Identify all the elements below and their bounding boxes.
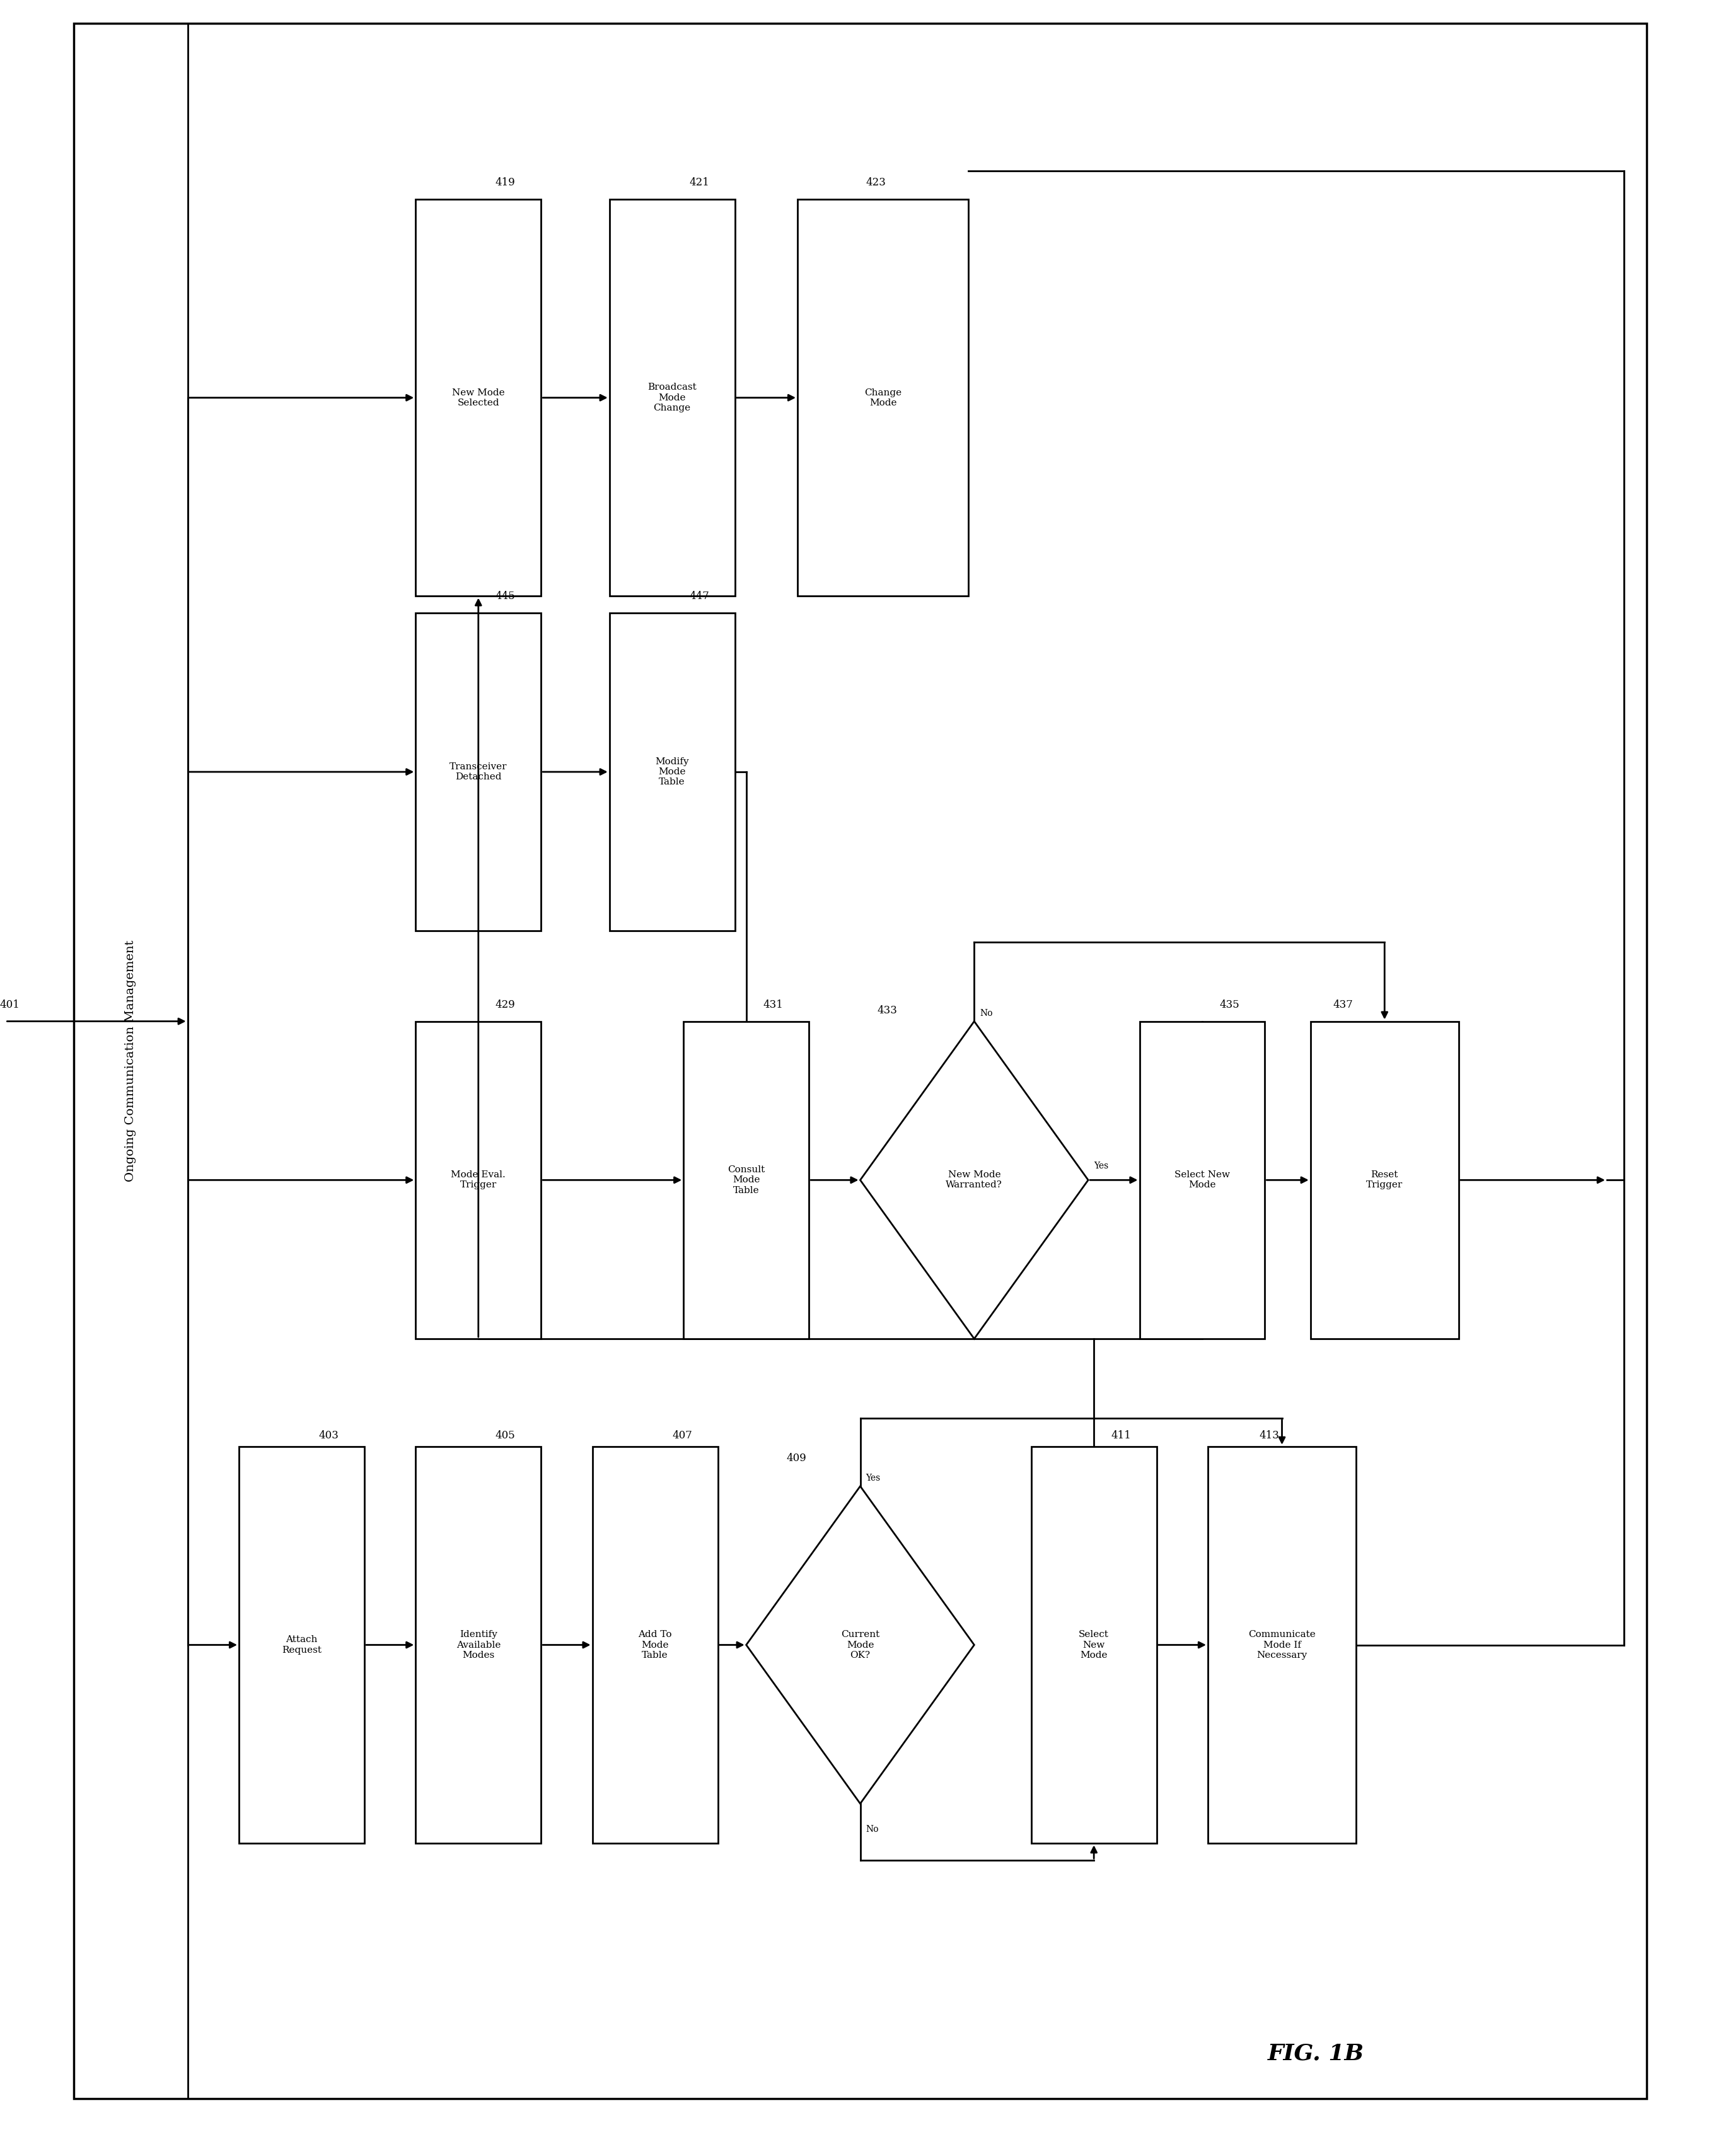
- Text: 409: 409: [786, 1453, 807, 1464]
- Text: Reset
Trigger: Reset Trigger: [1366, 1171, 1404, 1190]
- FancyBboxPatch shape: [74, 24, 1647, 2098]
- FancyBboxPatch shape: [415, 198, 541, 595]
- Text: 433: 433: [877, 1005, 897, 1015]
- Text: 437: 437: [1333, 998, 1354, 1009]
- Text: 431: 431: [764, 998, 784, 1009]
- FancyBboxPatch shape: [609, 612, 734, 931]
- FancyBboxPatch shape: [1311, 1022, 1459, 1339]
- FancyBboxPatch shape: [609, 198, 734, 595]
- Text: Add To
Mode
Table: Add To Mode Table: [638, 1630, 673, 1660]
- Text: 403: 403: [319, 1429, 338, 1440]
- Text: New Mode
Warranted?: New Mode Warranted?: [946, 1171, 1002, 1190]
- Text: 411: 411: [1110, 1429, 1131, 1440]
- Text: 429: 429: [496, 998, 515, 1009]
- Text: 421: 421: [690, 177, 709, 188]
- FancyBboxPatch shape: [798, 198, 968, 595]
- Text: Yes: Yes: [867, 1473, 880, 1483]
- Text: Identify
Available
Modes: Identify Available Modes: [456, 1630, 501, 1660]
- Text: 445: 445: [496, 591, 515, 602]
- Text: Yes: Yes: [1093, 1162, 1109, 1171]
- Text: Transceiver
Detached: Transceiver Detached: [450, 763, 508, 780]
- Text: 407: 407: [673, 1429, 692, 1440]
- Polygon shape: [860, 1022, 1088, 1339]
- Text: 413: 413: [1260, 1429, 1278, 1440]
- Text: 423: 423: [867, 177, 885, 188]
- Text: Current
Mode
OK?: Current Mode OK?: [841, 1630, 880, 1660]
- Text: Communicate
Mode If
Necessary: Communicate Mode If Necessary: [1248, 1630, 1316, 1660]
- Text: Attach
Request: Attach Request: [281, 1636, 321, 1654]
- Text: Change
Mode: Change Mode: [865, 388, 901, 407]
- Text: 435: 435: [1220, 998, 1239, 1009]
- FancyBboxPatch shape: [415, 1022, 541, 1339]
- FancyBboxPatch shape: [239, 1447, 364, 1843]
- FancyBboxPatch shape: [415, 1447, 541, 1843]
- FancyBboxPatch shape: [592, 1447, 717, 1843]
- Text: 419: 419: [496, 177, 515, 188]
- Text: Consult
Mode
Table: Consult Mode Table: [728, 1166, 765, 1194]
- FancyBboxPatch shape: [683, 1022, 808, 1339]
- Polygon shape: [746, 1485, 975, 1805]
- Text: Select New
Mode: Select New Mode: [1174, 1171, 1230, 1190]
- Text: Mode Eval.
Trigger: Mode Eval. Trigger: [451, 1171, 506, 1190]
- FancyBboxPatch shape: [1031, 1447, 1157, 1843]
- Text: Broadcast
Mode
Change: Broadcast Mode Change: [647, 384, 697, 412]
- Text: Modify
Mode
Table: Modify Mode Table: [656, 757, 690, 787]
- FancyBboxPatch shape: [1139, 1022, 1265, 1339]
- FancyBboxPatch shape: [1208, 1447, 1356, 1843]
- Text: New Mode
Selected: New Mode Selected: [451, 388, 505, 407]
- Text: Ongoing Communication Management: Ongoing Communication Management: [125, 940, 136, 1181]
- Text: 401: 401: [0, 998, 19, 1009]
- Text: No: No: [980, 1009, 994, 1018]
- Text: 447: 447: [690, 591, 709, 602]
- Text: 405: 405: [496, 1429, 515, 1440]
- Text: Select
New
Mode: Select New Mode: [1079, 1630, 1109, 1660]
- FancyBboxPatch shape: [415, 612, 541, 931]
- Text: FIG. 1B: FIG. 1B: [1268, 2044, 1364, 2065]
- Text: No: No: [867, 1824, 879, 1835]
